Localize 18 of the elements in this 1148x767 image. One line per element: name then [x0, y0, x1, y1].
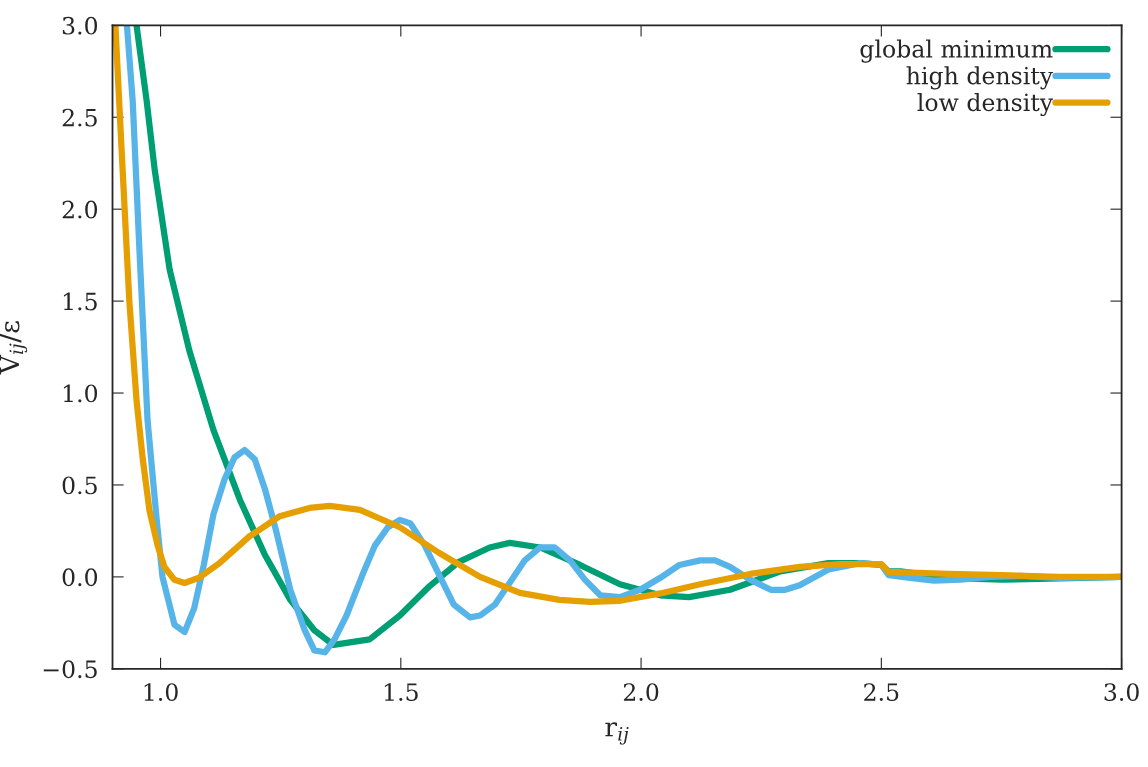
- legend-label: global minimum: [860, 39, 1053, 63]
- y-axis-title: V$_{ij}$/ε: [0, 321, 28, 375]
- y-tick-label: −0.5: [43, 660, 97, 679]
- x-tick-label: 2.0: [623, 683, 659, 701]
- y-tick-label: 0.0: [62, 568, 98, 587]
- y-tick-label: 2.5: [62, 108, 97, 127]
- x-tick-label: 1.5: [384, 683, 418, 701]
- legend-label: low density: [917, 92, 1054, 117]
- legend-label: high density: [906, 66, 1054, 90]
- y-tick-label: 1.0: [63, 384, 98, 403]
- y-tick-label: 1.5: [63, 292, 97, 311]
- y-tick-label: 3.0: [62, 16, 98, 35]
- y-tick-label: 0.5: [62, 476, 97, 495]
- x-axis-title: r$_{ij}$: [605, 722, 629, 745]
- y-tick-label: 2.0: [62, 200, 98, 219]
- x-tick-label: 3.0: [1104, 683, 1139, 701]
- x-tick-label: 2.5: [864, 683, 899, 701]
- x-tick-label: 1.0: [144, 683, 178, 701]
